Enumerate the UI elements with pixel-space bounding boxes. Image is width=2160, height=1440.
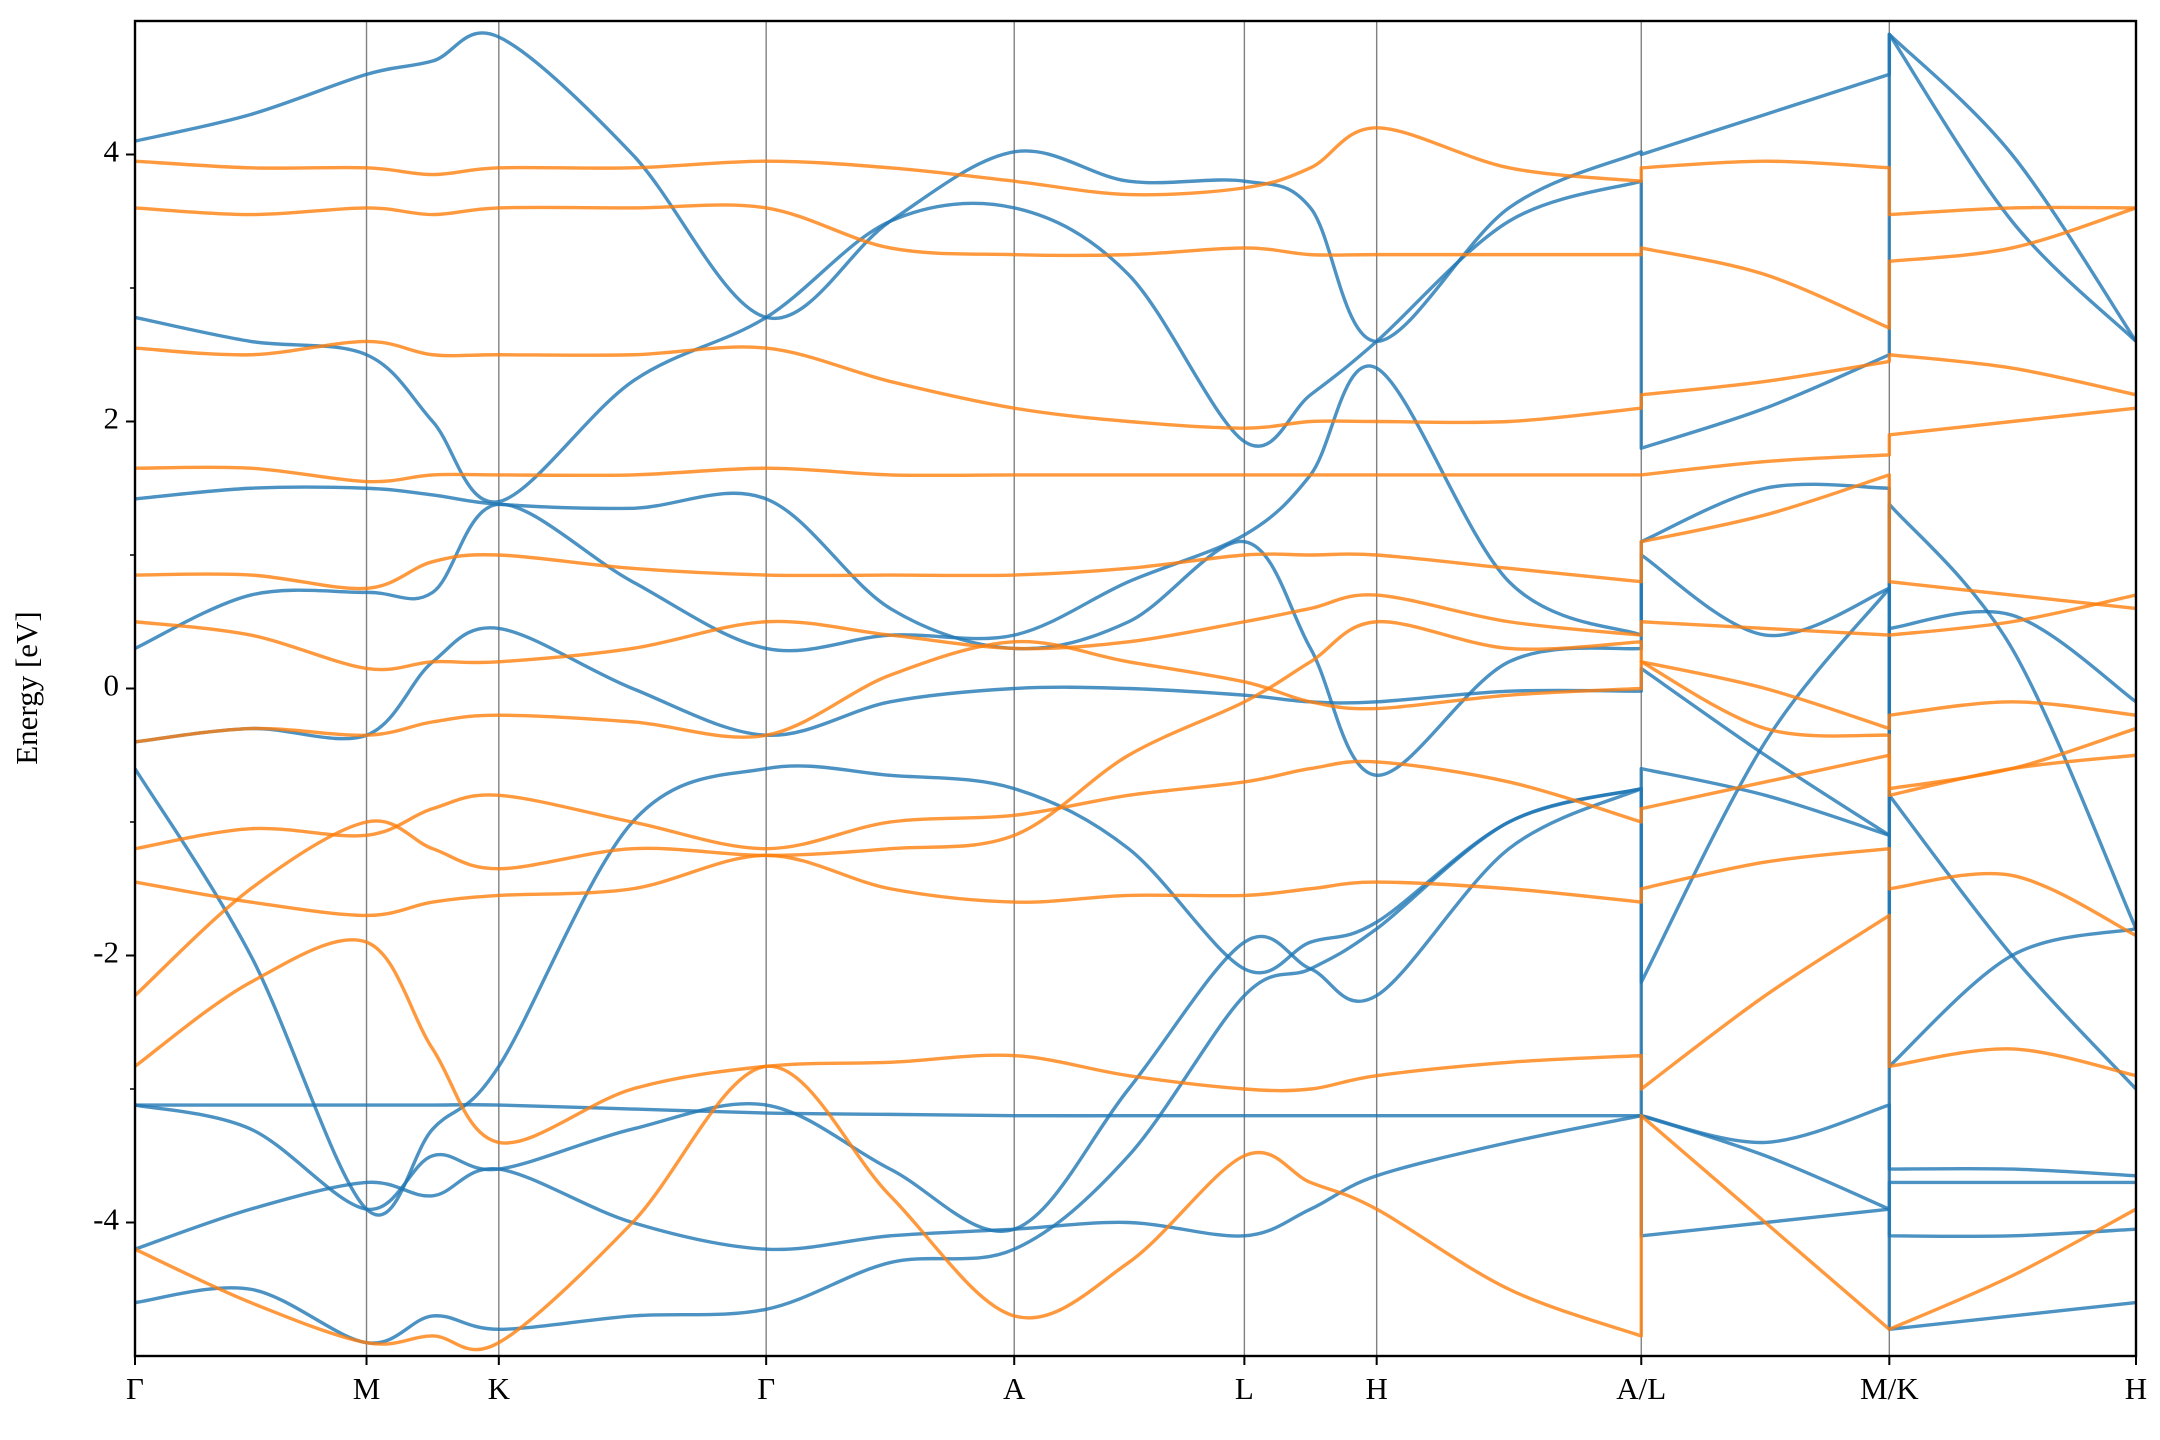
x-tick-label: Γ [126,1371,144,1406]
bands [135,31,2136,1352]
band-line [135,1103,2136,1178]
band-line [135,913,2136,1145]
band-line [135,1114,2136,1252]
band-line [135,1064,2136,1352]
band-line [135,126,2136,217]
x-tick-label: Γ [757,1371,775,1406]
band-line [135,203,2136,330]
x-tick-label: H [2125,1371,2147,1406]
x-tick-label: H [1365,1371,1387,1406]
band-line [135,766,2136,1345]
x-tick-label: A [1003,1371,1026,1406]
band-line [135,473,2136,611]
x-tick-label: L [1235,1371,1254,1406]
band-line [135,639,2136,744]
band-line [135,753,2136,851]
band-line [135,406,2136,484]
band-line [135,847,2136,938]
y-tick-label: 4 [104,134,120,169]
band-line [135,609,2136,838]
x-tick-label: K [488,1371,511,1406]
band-line [135,31,2136,344]
y-tick-label: 0 [104,668,120,703]
y-tick-label: 2 [104,401,120,436]
axes: Γ M K Γ A L H A/L M/K H -4 -2 0 2 4 [93,19,2147,1406]
band-line [135,339,2136,430]
plot-frame [133,19,2138,1358]
band-line [135,32,2136,504]
band-line [135,482,2136,1069]
x-tick-label: A/L [1616,1371,1666,1406]
band-line [135,502,2136,1217]
y-tick-label: -2 [93,935,119,970]
band-line [135,620,2136,997]
y-tick-label: -4 [93,1202,119,1237]
x-tick-label: M/K [1860,1371,1919,1406]
x-tick-label: M [353,1371,381,1406]
y-axis-label: Energy [eV] [9,611,44,765]
band-line [135,593,2136,672]
